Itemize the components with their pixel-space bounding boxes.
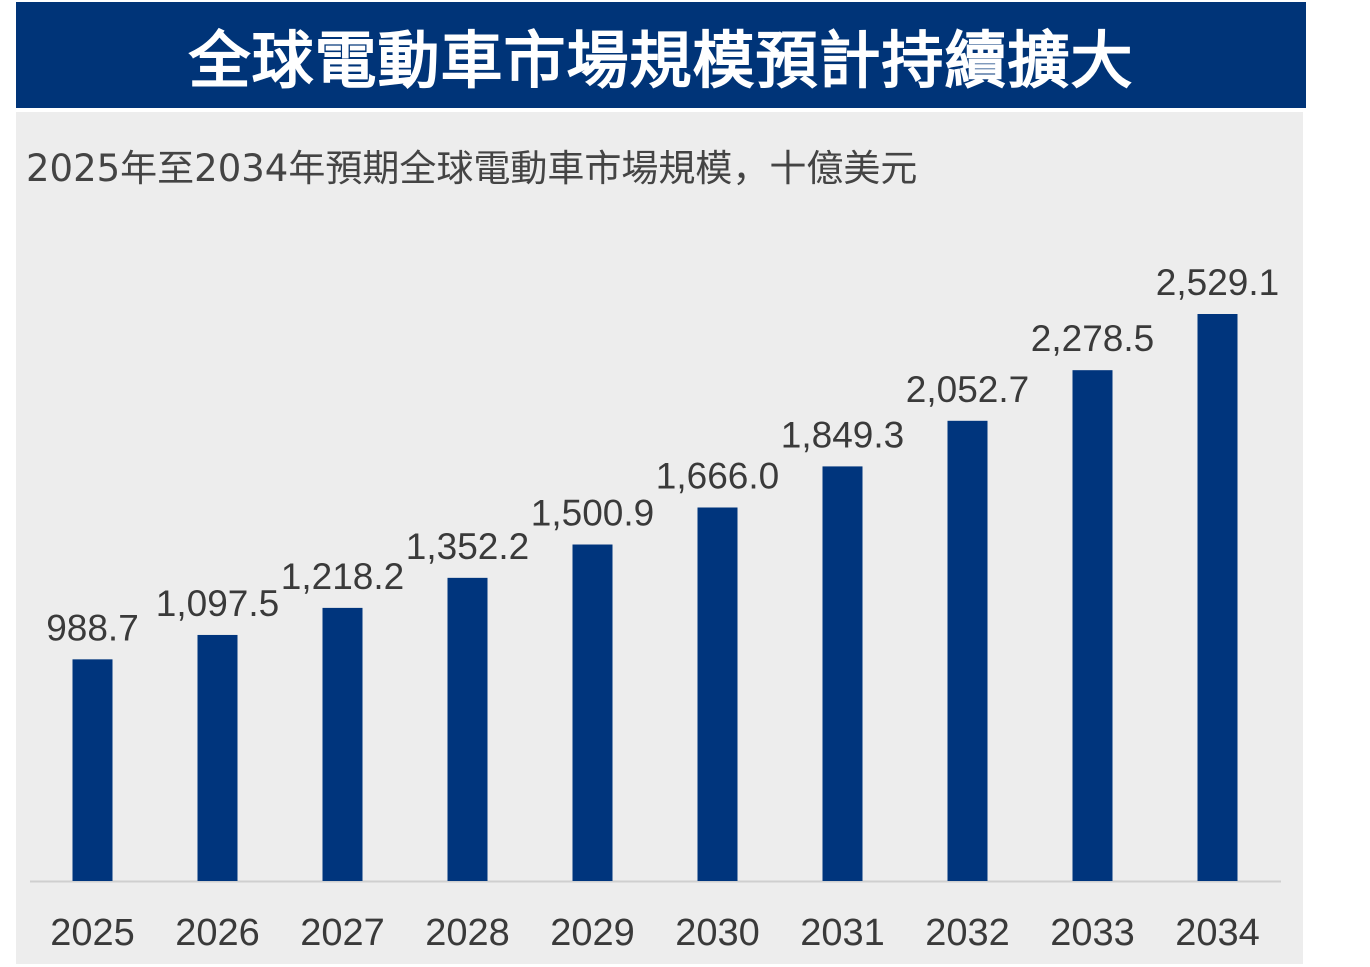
bar-2026 [197,634,238,881]
value-label-2029: 1,500.9 [531,493,654,534]
bar-2028 [447,577,488,881]
bar-2031 [822,466,863,881]
page-title: 全球電動車市場規模預計持續擴大 [188,24,1134,97]
bar-2033 [1072,370,1113,881]
value-label-2030: 1,666.0 [656,455,779,496]
bar-2032 [947,420,988,881]
value-label-2034: 2,529.1 [1156,262,1279,303]
value-label-2033: 2,278.5 [1031,318,1154,359]
x-tick-2034: 2034 [1175,912,1260,954]
value-label-2028: 1,352.2 [406,526,529,567]
header-banner: 全球電動車市場規模預計持續擴大 [16,2,1306,108]
bar-2029 [572,544,613,881]
x-tick-2027: 2027 [300,912,385,954]
x-tick-2033: 2033 [1050,912,1135,954]
value-label-2032: 2,052.7 [906,369,1029,410]
bar-2034 [1197,314,1238,881]
bar-2030 [697,507,738,881]
value-label-2031: 1,849.3 [781,414,904,455]
x-tick-2031: 2031 [800,912,885,954]
x-tick-2026: 2026 [175,912,260,954]
chart-title: 2025年至2034年預期全球電動車市場規模，十億美元 [26,147,918,190]
x-tick-2029: 2029 [550,912,635,954]
value-label-2025: 988.7 [46,607,139,648]
bar-2027 [322,607,363,881]
x-tick-2032: 2032 [925,912,1010,954]
x-tick-2028: 2028 [425,912,510,954]
value-label-2027: 1,218.2 [281,556,404,597]
x-tick-2025: 2025 [50,912,135,954]
x-tick-2030: 2030 [675,912,760,954]
bar-2025 [72,659,113,881]
value-label-2026: 1,097.5 [156,583,279,624]
